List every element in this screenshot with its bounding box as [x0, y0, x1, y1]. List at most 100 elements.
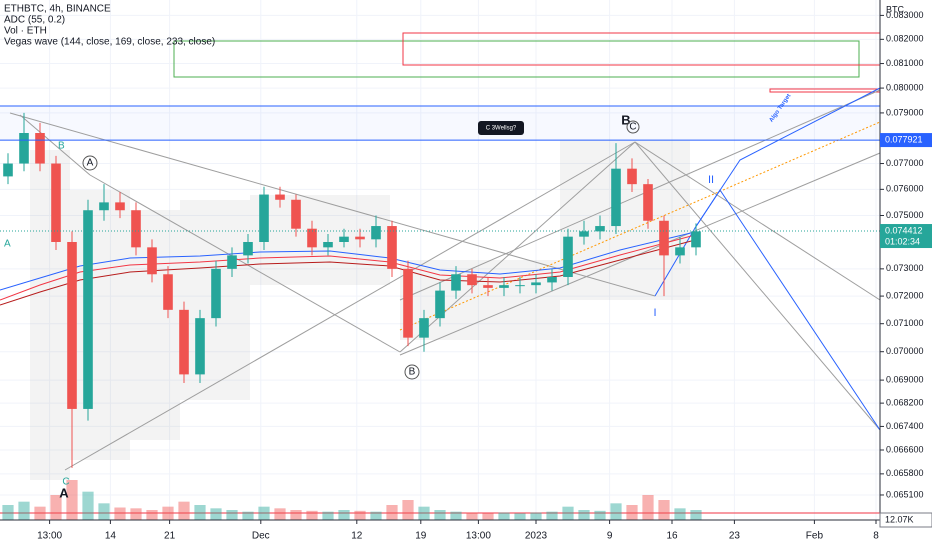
y-tick-label: 0.073000 — [886, 263, 924, 273]
candle-body — [515, 285, 525, 287]
x-tick-label: 23 — [729, 531, 741, 542]
volume-bar — [610, 503, 622, 520]
candle-body — [659, 220, 669, 256]
y-tick-label: 0.083000 — [886, 10, 924, 20]
volume-bar — [322, 511, 334, 520]
volume-bar — [466, 512, 478, 520]
x-tick-label: 13:00 — [37, 531, 62, 542]
y-tick-label: 0.075000 — [886, 210, 924, 220]
volume-bar — [578, 510, 590, 520]
y-tick-label: 0.065800 — [886, 468, 924, 478]
volume-bar — [482, 513, 494, 520]
candle-body — [147, 247, 157, 275]
candle-body — [387, 226, 397, 269]
wave-circle — [404, 364, 420, 380]
volume-bar — [2, 505, 14, 520]
volume-bar — [354, 510, 366, 520]
candle-body — [131, 210, 141, 248]
volume-bar — [626, 505, 638, 520]
wave-label: B — [58, 141, 65, 152]
volume-bar — [18, 501, 30, 520]
x-tick-label: 19 — [415, 531, 427, 542]
zone-box — [173, 40, 860, 78]
x-tick-label: 16 — [666, 531, 678, 542]
indicator: ADC (55, 0.2) — [4, 15, 65, 26]
candle-body — [355, 236, 365, 240]
x-tick-label: 14 — [105, 531, 117, 542]
volume-bar — [130, 508, 142, 520]
y-tick-label: 0.076000 — [886, 184, 924, 194]
note: C 3Wellsg? — [486, 126, 517, 132]
volume-bar — [258, 506, 270, 520]
y-tick-label: 0.081000 — [886, 58, 924, 68]
mid-line — [399, 121, 881, 331]
x-tick-label: 9 — [607, 531, 613, 542]
cloud — [30, 140, 690, 480]
ema-line — [0, 239, 696, 306]
price-axis — [880, 0, 932, 550]
x-tick-label: 12 — [351, 531, 363, 542]
volume-bar — [450, 511, 462, 520]
level-tag — [880, 133, 932, 148]
ema-line — [0, 231, 696, 291]
candle-body — [115, 202, 125, 211]
x-tick-label: 21 — [164, 531, 176, 542]
volume-bar — [690, 510, 702, 520]
volume-bar — [50, 495, 62, 520]
volume-bar — [434, 510, 446, 520]
wave-circle — [626, 120, 640, 134]
candle-body — [643, 184, 653, 221]
indicator: Vegas wave (144, close, 169, close, 233,… — [4, 37, 215, 48]
candle-body — [483, 285, 493, 288]
candle-body — [547, 276, 557, 283]
volume-bar — [530, 512, 542, 520]
y-tick-label: 0.070000 — [886, 346, 924, 356]
wave-circle — [82, 155, 98, 171]
y-tick-label: 0.077000 — [886, 158, 924, 168]
x-tick-label: Dec — [252, 531, 270, 542]
projection — [694, 189, 881, 431]
candle-body — [227, 255, 237, 269]
candle-body — [371, 226, 381, 240]
x-tick-label: 8 — [873, 531, 879, 542]
candle-body — [195, 318, 205, 375]
candle-body — [67, 241, 77, 409]
y-tick-label: 0.080000 — [886, 82, 924, 92]
volume-bar — [546, 511, 558, 520]
volume-tag-label: 12.07K — [885, 514, 914, 524]
volume-bar — [114, 507, 126, 520]
volume-bar — [370, 511, 382, 520]
candle-body — [211, 268, 221, 319]
volume-bar — [402, 500, 414, 520]
volume-bar — [562, 506, 574, 520]
wave-label: C — [62, 477, 69, 488]
volume-bar — [242, 511, 254, 520]
y-tick-label: 0.082000 — [886, 34, 924, 44]
candle-body — [611, 168, 621, 227]
volume-bar — [194, 505, 206, 520]
candle-body — [291, 199, 301, 229]
candle-body — [35, 133, 45, 164]
wave-label: B — [409, 367, 416, 378]
note-box — [478, 121, 524, 135]
candle-body — [467, 274, 477, 286]
wave-label: A — [87, 158, 94, 169]
candle-body — [99, 202, 109, 211]
candle-body — [579, 231, 589, 237]
wave-label: A — [4, 239, 11, 250]
candle-body — [323, 241, 333, 248]
volume-bar — [34, 506, 46, 520]
volume-bar — [98, 503, 110, 520]
candle-body — [259, 194, 269, 242]
volume-bar — [210, 508, 222, 520]
volume-bar — [290, 510, 302, 520]
candle-body — [627, 168, 637, 185]
y-tick-label: 0.066600 — [886, 444, 924, 454]
level-tag-label: 0.077921 — [885, 134, 923, 144]
volume-bar — [66, 480, 78, 520]
candle-body — [435, 290, 445, 319]
wave-label: A — [59, 485, 69, 500]
volume-bar — [658, 500, 670, 520]
candle-body — [243, 241, 253, 256]
